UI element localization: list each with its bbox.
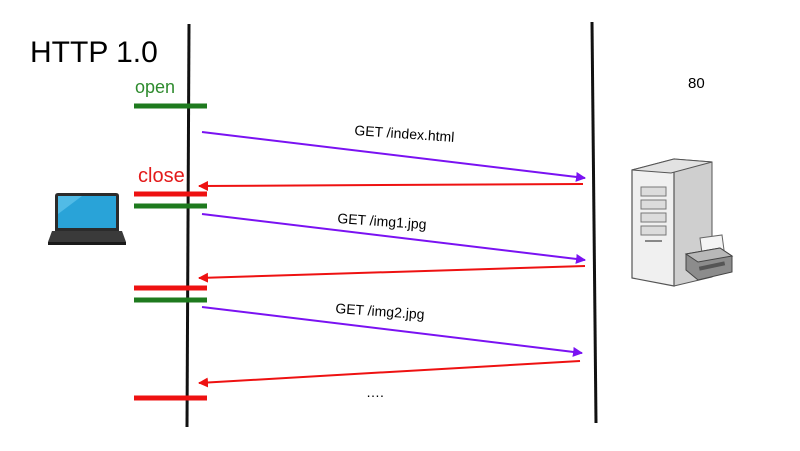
request-arrow <box>201 131 586 182</box>
server-lifeline <box>590 21 598 424</box>
close-label: close <box>138 165 185 187</box>
open-label: open <box>135 77 176 97</box>
response-arrow <box>198 360 581 388</box>
more-requests-ellipsis: …. <box>366 384 384 400</box>
response-arrow <box>198 265 586 283</box>
response-arrow <box>198 180 584 191</box>
server-port-label: 80 <box>688 75 705 92</box>
diagram-title: HTTP 1.0 <box>30 36 158 69</box>
client-lifeline <box>185 23 191 428</box>
request-arrow <box>201 306 583 357</box>
printer-icon <box>684 234 734 281</box>
laptop-icon <box>48 193 126 245</box>
request-arrow <box>201 213 586 264</box>
